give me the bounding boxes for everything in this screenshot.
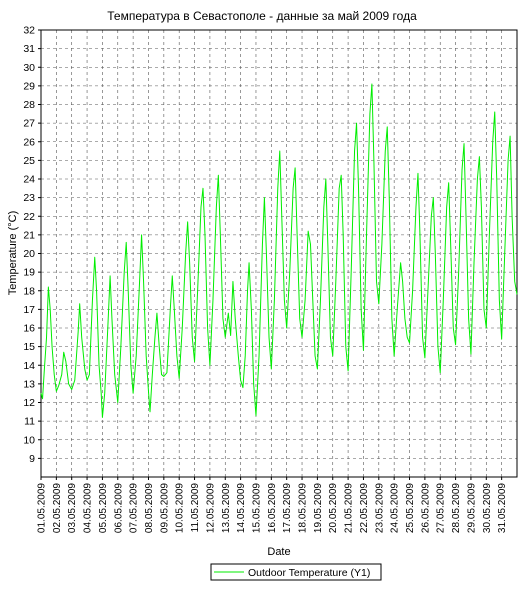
y-tick-label: 15 [23,341,35,353]
x-tick-label: 05.05.2009 [98,483,109,533]
x-tick-label: 08.05.2009 [144,483,155,533]
x-tick-label: 28.05.2009 [451,483,462,533]
x-tick-label: 31.05.2009 [497,483,508,533]
x-tick-label: 09.05.2009 [159,483,170,533]
x-tick-label: 13.05.2009 [221,483,232,533]
y-tick-label: 13 [23,378,35,390]
x-tick-label: 30.05.2009 [482,483,493,533]
y-tick-label: 31 [23,43,35,55]
x-tick-label: 17.05.2009 [282,483,293,533]
y-tick-label: 17 [23,304,35,316]
x-tick-label: 19.05.2009 [313,483,324,533]
y-tick-label: 11 [24,416,35,428]
x-tick-label: 20.05.2009 [328,483,339,533]
y-tick-label: 25 [23,155,35,167]
series-layer [40,83,518,418]
x-axis: 01.05.2009 02.05.2009 03.05.2009 04.05.2009… [37,477,508,533]
x-tick-label: 25.05.2009 [405,483,416,533]
series-line-outdoor-temperature [40,83,518,418]
x-tick-label: 15.05.2009 [251,483,262,533]
x-tick-label: 01.05.2009 [37,483,48,533]
y-tick-label: 19 [23,267,35,279]
legend-box [210,563,382,581]
x-tick-label: 22.05.2009 [359,483,370,533]
x-tick-label: 18.05.2009 [298,483,309,533]
y-tick-label: 29 [23,80,35,92]
x-tick-label: 06.05.2009 [113,483,124,533]
y-tick-label: 24 [23,174,35,186]
y-tick-label: 10 [23,434,35,446]
x-tick-label: 26.05.2009 [420,483,431,533]
x-tick-label: 10.05.2009 [175,483,186,533]
x-tick-label: 12.05.2009 [205,483,216,533]
x-tick-label: 14.05.2009 [236,483,247,533]
x-tick-label: 03.05.2009 [67,483,78,533]
y-tick-label: 27 [23,118,35,130]
y-tick-label: 12 [23,397,35,409]
x-tick-label: 16.05.2009 [267,483,278,533]
x-tick-label: 27.05.2009 [436,483,447,533]
y-axis: 9 10 11 12 13 14 15 16 17 18 19 20 21 22 23 24 25 26 27 28 2… [23,25,41,465]
y-tick-label: 16 [23,323,35,335]
y-axis-label: Temperature (°C) [7,211,19,295]
y-tick-label: 21 [23,229,35,241]
chart-title: Температура в Севастополе - данные за ма… [107,9,417,23]
y-tick-label: 26 [23,136,35,148]
x-tick-label: 07.05.2009 [129,483,140,533]
grid [40,29,517,477]
y-tick-label: 32 [23,25,35,37]
x-tick-label: 04.05.2009 [83,483,94,533]
x-tick-label: 24.05.2009 [390,483,401,533]
x-tick-label: 29.05.2009 [466,483,477,533]
y-tick-label: 9 [29,453,35,465]
x-tick-label: 11.05.2009 [190,483,201,533]
legend: Outdoor Temperature (Y1) [210,563,382,581]
x-tick-label: 21.05.2009 [344,483,355,533]
y-tick-label: 20 [23,248,35,260]
y-tick-label: 14 [23,360,35,372]
legend-label: Outdoor Temperature (Y1) [248,567,370,579]
x-tick-label: 02.05.2009 [52,483,63,533]
y-tick-label: 22 [23,211,35,223]
y-tick-label: 30 [23,62,35,74]
y-tick-label: 23 [23,192,35,204]
x-axis-label: Date [267,546,290,558]
x-tick-label: 23.05.2009 [374,483,385,533]
y-tick-label: 18 [23,285,35,297]
y-tick-label: 28 [23,99,35,111]
